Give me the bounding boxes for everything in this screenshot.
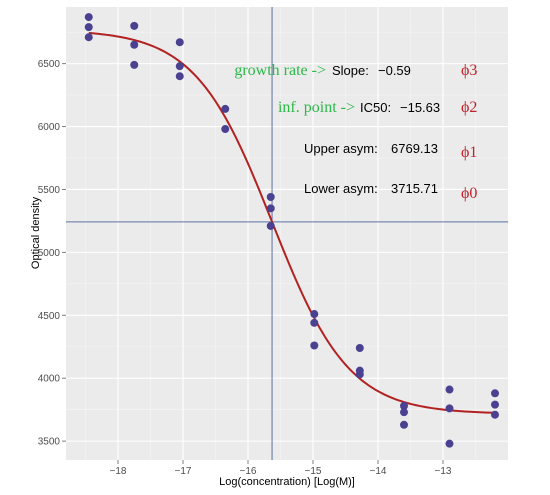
data-point <box>355 344 364 353</box>
data-point <box>310 341 319 350</box>
data-point <box>491 389 499 398</box>
y-tick-label: 4500 <box>38 311 61 322</box>
annotation-upper-asym: Upper asym: 6769.13 ϕ1 <box>304 141 477 161</box>
annotation-lower-asym: Lower asym: 3715.71 ϕ0 <box>304 181 477 202</box>
data-point <box>175 38 184 47</box>
grid-lines <box>66 7 508 460</box>
data-points <box>84 13 499 448</box>
y-tick-label: 4000 <box>38 374 61 385</box>
y-axis-ticks: 3500 4000 4500 5000 5500 6000 6500 <box>38 59 66 448</box>
data-point <box>130 21 139 30</box>
y-axis-title: Optical density <box>30 196 42 269</box>
data-point <box>130 60 139 69</box>
y-tick-label: 6500 <box>38 59 61 70</box>
data-point <box>491 400 499 409</box>
data-point <box>266 193 275 202</box>
y-tick-label: 5000 <box>38 248 61 259</box>
y-tick-label: 5500 <box>38 185 61 196</box>
data-point <box>491 410 499 419</box>
y-tick-label: 6000 <box>38 122 61 133</box>
data-point <box>175 72 184 81</box>
data-point <box>266 221 275 230</box>
slope-value: −0.59 <box>378 63 411 78</box>
growth-rate-note: growth rate -> <box>234 62 326 79</box>
x-tick-label: −17 <box>175 466 192 477</box>
x-tick-label: −15 <box>305 466 322 477</box>
data-point <box>130 40 139 49</box>
upper-asym-label: Upper asym: <box>304 141 378 156</box>
data-point <box>310 310 319 319</box>
x-axis-ticks: −18 −17 −16 −15 −14 −13 <box>110 460 452 477</box>
data-point <box>266 204 275 213</box>
x-axis-title: Log(concentration) [Log(M)] <box>219 476 355 488</box>
y-tick-label: 3500 <box>38 437 61 448</box>
lower-asym-value: 3715.71 <box>391 181 438 196</box>
phi3-label: ϕ3 <box>461 62 477 79</box>
annotation-ic50: inf. point -> IC50: −15.63 ϕ2 <box>278 99 477 116</box>
upper-asym-value: 6769.13 <box>391 141 438 156</box>
data-point <box>445 404 454 413</box>
data-point <box>84 13 93 22</box>
reference-lines <box>66 7 508 460</box>
x-tick-label: −16 <box>240 466 257 477</box>
phi1-label: ϕ1 <box>461 144 477 161</box>
annotation-slope: growth rate -> Slope: −0.59 ϕ3 <box>234 62 477 79</box>
data-point <box>175 62 184 71</box>
data-point <box>445 439 454 448</box>
phi0-label: ϕ0 <box>461 185 477 202</box>
lower-asym-label: Lower asym: <box>304 181 378 196</box>
data-point <box>400 420 408 429</box>
data-point <box>445 385 454 394</box>
data-point <box>400 408 408 417</box>
data-point <box>84 23 93 32</box>
ic50-value: −15.63 <box>400 100 440 115</box>
plot-panel <box>66 7 508 460</box>
data-point <box>221 125 230 134</box>
data-point <box>310 318 319 327</box>
slope-label: Slope: <box>332 63 369 78</box>
x-tick-label: −13 <box>435 466 452 477</box>
inflection-point-note: inf. point -> <box>278 99 355 116</box>
data-point <box>400 401 408 410</box>
phi2-label: ϕ2 <box>461 99 477 116</box>
x-tick-label: −14 <box>370 466 387 477</box>
data-point <box>355 370 364 379</box>
data-point <box>221 104 230 113</box>
fitted-curve <box>88 31 496 414</box>
x-tick-label: −18 <box>110 466 127 477</box>
data-point <box>84 33 93 42</box>
ic50-label: IC50: <box>360 100 391 115</box>
